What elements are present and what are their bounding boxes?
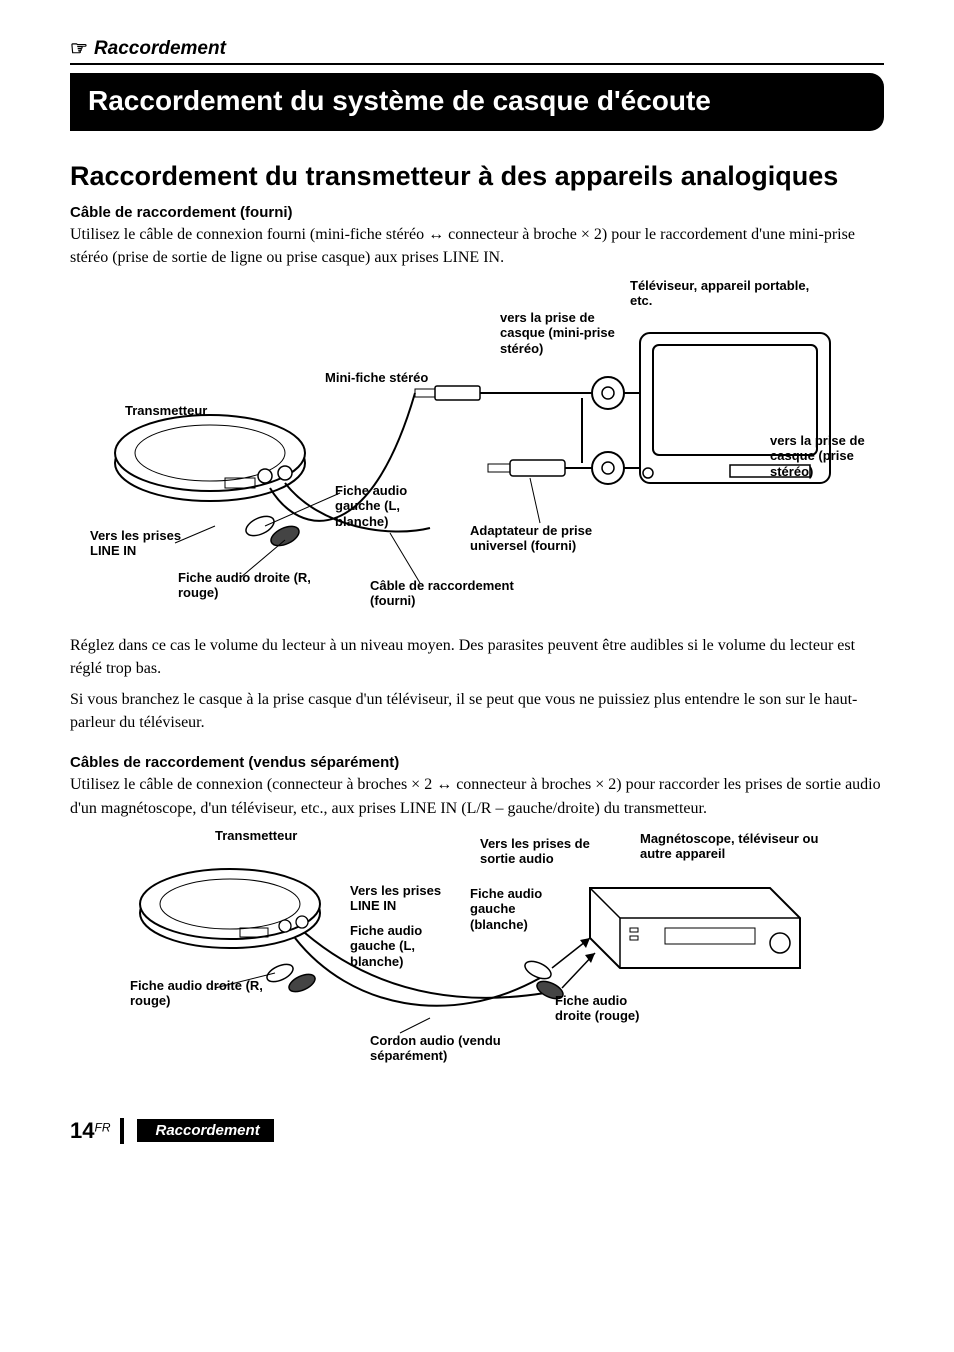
- diagram-1-svg: [70, 278, 884, 618]
- page-number-value: 14: [70, 1118, 94, 1143]
- pointing-hand-icon: ☞: [70, 36, 88, 61]
- footer-section-tab: Raccordement: [137, 1119, 273, 1142]
- label-left-plug-white: Fiche audio gauche (blanche): [470, 886, 565, 933]
- label-tv: Téléviseur, appareil portable, etc.: [630, 278, 810, 309]
- label-left-plug-1: Fiche audio gauche (L, blanche): [335, 483, 430, 530]
- diagram-analog-connection-1: Téléviseur, appareil portable, etc. vers…: [70, 278, 884, 618]
- paragraph-cables-separate: Utilisez le câble de connexion (connecte…: [70, 773, 884, 819]
- label-cable-1: Câble de raccordement (fourni): [370, 578, 540, 609]
- label-adapter: Adaptateur de prise universel (fourni): [470, 523, 620, 554]
- page-title-text: Raccordement du système de casque d'écou…: [88, 85, 711, 116]
- page-number-suffix: FR: [94, 1120, 110, 1134]
- label-to-line-in-2: Vers les prises LINE IN: [350, 883, 460, 914]
- label-left-plug-L: Fiche audio gauche (L, blanche): [350, 923, 445, 970]
- subheading-cables-separate: Câbles de raccordement (vendus séparémen…: [70, 754, 884, 771]
- label-right-plug-R: Fiche audio droite (R, rouge): [130, 978, 270, 1009]
- label-to-line-in-1: Vers les prises LINE IN: [90, 528, 210, 559]
- subheading-cable-supplied: Câble de raccordement (fourni): [70, 204, 884, 221]
- label-to-audio-out: Vers les prises de sortie audio: [480, 836, 610, 867]
- label-to-hp-mini: vers la prise de casque (mini-prise stér…: [500, 310, 620, 357]
- label-transmitter-2: Transmetteur: [215, 828, 297, 844]
- label-right-plug-1: Fiche audio droite (R, rouge): [178, 570, 318, 601]
- label-transmitter-1: Transmetteur: [125, 403, 207, 419]
- paragraph-tv-note: Si vous branchez le casque à la prise ca…: [70, 688, 884, 734]
- label-cord: Cordon audio (vendu séparément): [370, 1033, 530, 1064]
- label-vcr: Magnétoscope, téléviseur ou autre appare…: [640, 831, 850, 862]
- section-label: ☞ Raccordement: [70, 36, 884, 65]
- page-footer: 14FR Raccordement: [70, 1118, 884, 1144]
- page-title-bar: Raccordement du système de casque d'écou…: [70, 73, 884, 131]
- label-right-plug-red: Fiche audio droite (rouge): [555, 993, 665, 1024]
- paragraph-volume-note: Réglez dans ce cas le volume du lecteur …: [70, 634, 884, 680]
- diagram-analog-connection-2: Transmetteur Vers les prises de sortie a…: [70, 828, 884, 1078]
- footer-divider: [120, 1118, 124, 1144]
- paragraph-cable-supplied: Utilisez le câble de connexion fourni (m…: [70, 223, 884, 269]
- label-to-hp-stereo: vers la prise de casque (prise stéréo): [770, 433, 890, 480]
- section-heading: Raccordement du transmetteur à des appar…: [70, 161, 884, 192]
- page-number: 14FR: [70, 1118, 110, 1144]
- label-mini-plug: Mini-fiche stéréo: [325, 370, 428, 386]
- section-label-text: Raccordement: [94, 38, 226, 60]
